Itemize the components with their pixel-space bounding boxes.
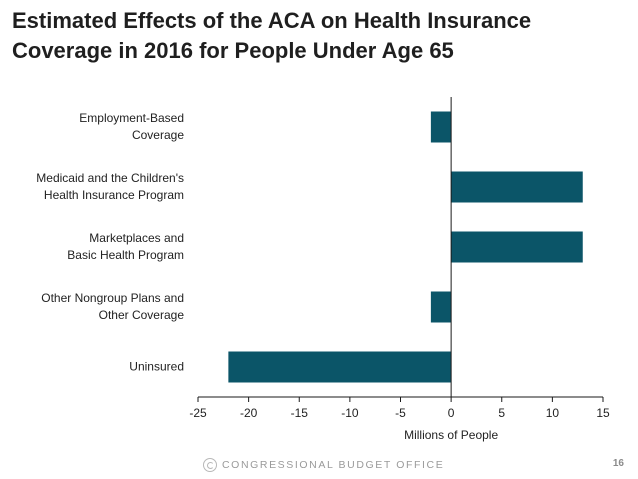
category-label-line: Basic Health Program [67, 248, 184, 262]
page-number: 16 [612, 458, 624, 469]
bar-3 [430, 291, 452, 323]
category-label-line: Other Coverage [98, 308, 184, 322]
agency-name: CONGRESSIONAL BUDGET OFFICE [222, 459, 445, 471]
x-tick-label-6: 5 [498, 406, 505, 420]
bar-0 [430, 111, 452, 143]
cbo-logo-icon [203, 458, 217, 472]
x-tick-label-5: 0 [448, 406, 455, 420]
x-tick-label-3: -10 [341, 406, 359, 420]
category-label-2: Marketplaces and Basic Health Program [4, 230, 184, 264]
title-line-1: Estimated Effects of the ACA on Health I… [12, 8, 532, 33]
bar-2 [451, 231, 583, 263]
category-label-1: Medicaid and the Children's Health Insura… [4, 170, 184, 204]
bar-1 [451, 171, 583, 203]
footer: CONGRESSIONAL BUDGET OFFICE 16 [0, 456, 638, 476]
x-tick-label-4: -5 [395, 406, 406, 420]
category-label-3: Other Nongroup Plans and Other Coverage [4, 290, 184, 324]
page-title: Estimated Effects of the ACA on Health I… [12, 6, 612, 66]
category-label-line: Employment-Based [79, 111, 184, 125]
title-line-2: Coverage in 2016 for People Under Age 65 [12, 38, 454, 63]
x-axis-label: Millions of People [404, 428, 498, 442]
x-tick-label-1: -20 [240, 406, 258, 420]
x-tick-label-7: 10 [546, 406, 560, 420]
category-label-line: Other Nongroup Plans and [41, 291, 184, 305]
category-label-line: Uninsured [129, 359, 184, 374]
category-label-line: Coverage [131, 128, 184, 142]
category-label-line: Marketplaces and [89, 231, 184, 245]
category-label-4: Uninsured [4, 359, 184, 376]
x-tick-label-2: -15 [291, 406, 309, 420]
category-label-line: Medicaid and the Children's [36, 171, 184, 185]
category-label-line: Health Insurance Program [43, 188, 184, 202]
bar-4 [228, 351, 452, 383]
x-tick-label-0: -25 [189, 406, 207, 420]
x-tick-label-8: 15 [596, 406, 610, 420]
category-label-0: Employment-Based Coverage [4, 110, 184, 144]
